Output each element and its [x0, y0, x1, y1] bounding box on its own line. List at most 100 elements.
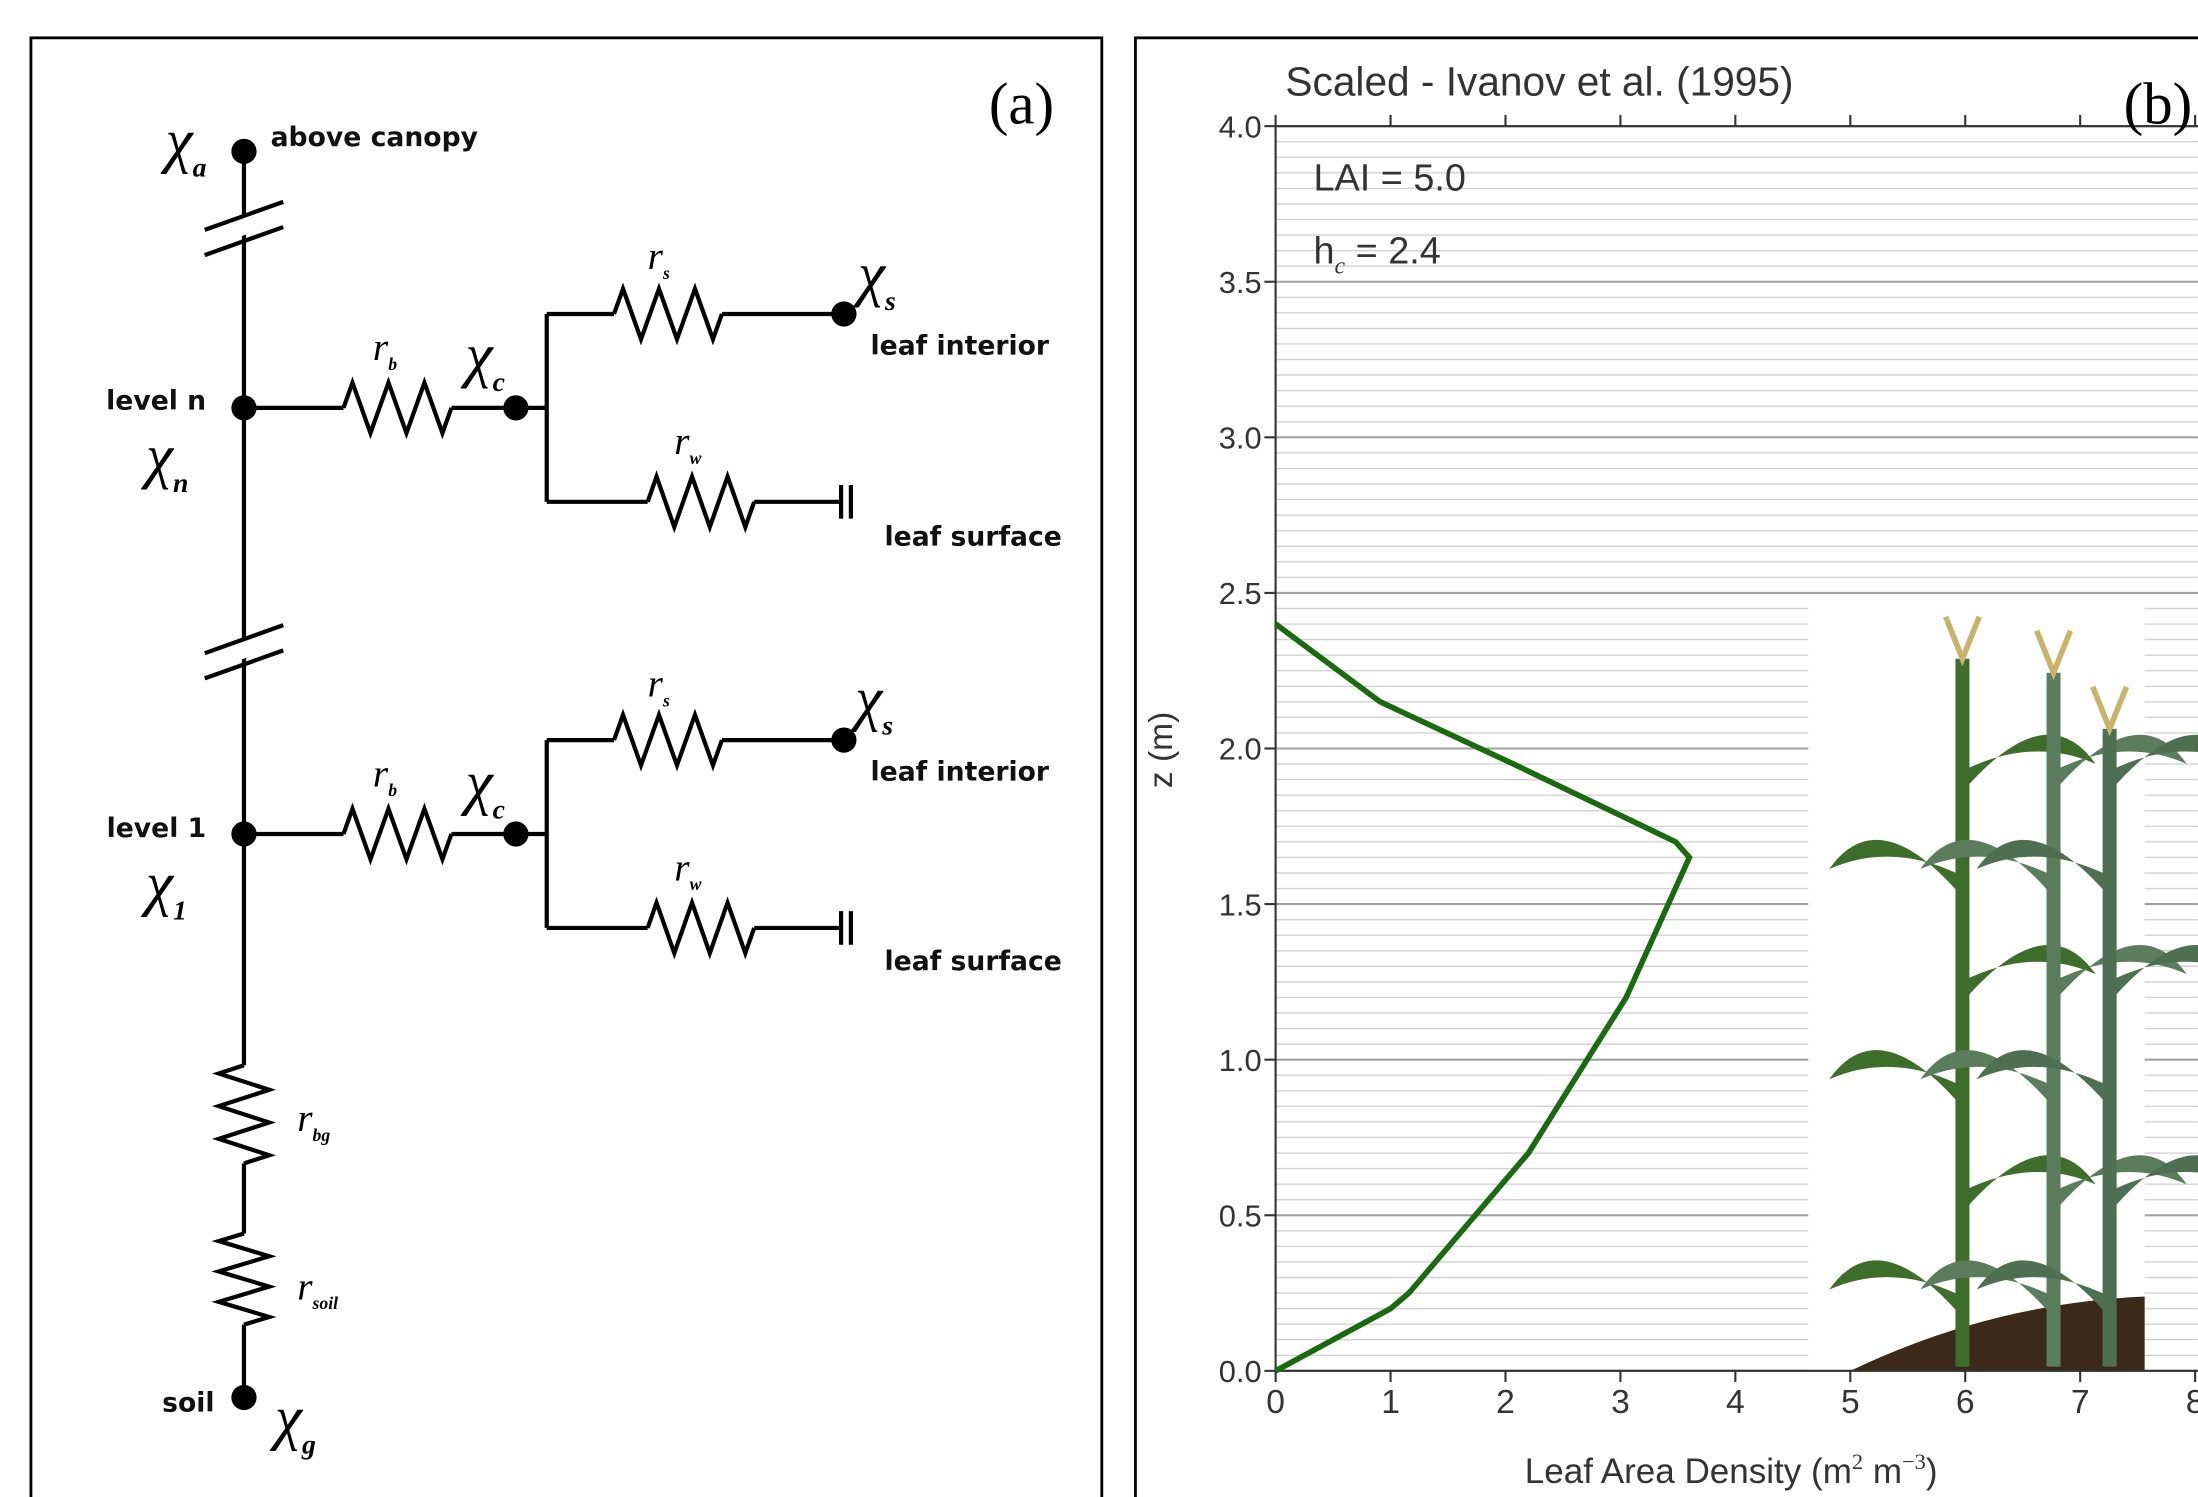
x-label-sup: −3	[1902, 1449, 1926, 1474]
resistor-label-sub: s	[662, 690, 670, 710]
node-label: level 1	[107, 813, 207, 844]
y-tick-label: 1.5	[1219, 887, 1262, 922]
plant-tassel	[2090, 685, 2130, 737]
plant-leaf	[1829, 1260, 1963, 1318]
symbol-sub: 1	[173, 896, 187, 927]
x-label-part: m	[1863, 1452, 1902, 1491]
plant-leaf	[1920, 1260, 2054, 1318]
resistor-label-base: r	[297, 1097, 313, 1140]
symbol: χc	[460, 749, 504, 825]
plant-leaf	[1829, 1050, 1963, 1108]
resistor-label-base: r	[373, 752, 389, 795]
symbol-base: χ	[160, 107, 194, 175]
x-tick-label: 0	[1266, 1384, 1285, 1421]
plant-leaf	[2053, 1155, 2187, 1213]
resistor-label-base: r	[648, 235, 664, 278]
panel-label: (b)	[2124, 71, 2193, 136]
wire	[612, 282, 724, 346]
symbol-sub: c	[493, 795, 505, 826]
symbol-sub: s	[881, 710, 893, 741]
symbol-base: χ	[141, 423, 175, 491]
wire	[204, 199, 284, 258]
resistor-label-base: r	[373, 326, 389, 369]
node	[231, 1384, 257, 1411]
terminal-label: leaf surface	[885, 521, 1062, 552]
symbol: χ1	[141, 850, 187, 926]
plant-ground	[1850, 1296, 2145, 1371]
x-label-part: )	[1926, 1452, 1938, 1491]
y-axis-label: z (m)	[1143, 712, 1180, 789]
node-label: above canopy	[271, 122, 478, 153]
wire	[243, 737, 854, 945]
y-tick-label: 4.0	[1219, 109, 1262, 144]
wire	[341, 802, 454, 866]
resistor-label-sub: bg	[313, 1125, 331, 1145]
resistor-label-base: r	[297, 1265, 313, 1308]
terminal-label: leaf interior	[871, 331, 1050, 362]
node	[503, 395, 529, 421]
resistor-label-base: r	[674, 420, 690, 463]
symbol-sub: n	[173, 468, 188, 499]
resistor-label-base: r	[674, 846, 690, 889]
symbol: χn	[141, 423, 189, 499]
plant-leaf	[1976, 1260, 2110, 1318]
symbol-sub: c	[493, 367, 505, 398]
plant-leaf	[2053, 734, 2187, 792]
x-tick-label: 2	[1496, 1384, 1515, 1421]
resistor-label-sub: w	[690, 874, 702, 894]
plant-leaf	[1962, 734, 2096, 792]
node-label: soil	[162, 1387, 214, 1418]
symbol-base: χ	[270, 1384, 304, 1452]
wire	[243, 311, 854, 519]
node	[231, 395, 257, 421]
plant-leaf	[1976, 839, 2110, 898]
node	[831, 301, 857, 327]
plant-leaf	[1962, 1155, 2096, 1213]
resistor-label: rb	[373, 752, 397, 800]
wire	[204, 623, 284, 681]
chart-title: Scaled - Ivanov et al. (1995)	[1285, 58, 1793, 104]
annotation: hc = 2.4	[1313, 231, 1440, 280]
resistor-label: rsoil	[297, 1265, 338, 1313]
plant-leaf	[2109, 944, 2198, 1003]
break	[192, 626, 288, 676]
node-label: level n	[106, 385, 206, 416]
symbol: χa	[160, 107, 206, 183]
node	[231, 821, 257, 847]
wire	[341, 376, 454, 440]
symbol-sub: a	[193, 153, 207, 184]
wire	[645, 896, 757, 960]
plant-leaf	[1829, 839, 1963, 898]
wire	[211, 1063, 277, 1166]
node	[503, 821, 529, 847]
resistor-label-sub: s	[662, 263, 670, 283]
x-axis-label: Leaf Area Density (m2 m−3)	[1525, 1449, 1938, 1491]
terminal-label: leaf interior	[871, 757, 1050, 788]
symbol-base: χ	[853, 240, 887, 308]
y-tick-label: 2.5	[1219, 576, 1262, 611]
resistor-label-sub: w	[690, 448, 702, 468]
resistor-label: rbg	[297, 1097, 330, 1145]
wire	[612, 708, 724, 772]
y-tick-label: 0.5	[1219, 1198, 1262, 1233]
plant-leaf	[1920, 1050, 2054, 1108]
y-tick-label: 1.0	[1219, 1043, 1262, 1078]
x-tick-label: 8	[2186, 1384, 2198, 1421]
x-label-sup: 2	[1852, 1449, 1863, 1474]
symbol-sub: g	[301, 1430, 316, 1461]
annotation: LAI = 5.0	[1313, 158, 1465, 200]
annotation-sub: c	[1335, 253, 1346, 279]
resistor-label: rb	[373, 326, 397, 374]
symbol-base: χ	[460, 322, 494, 390]
terminal-label: leaf surface	[885, 946, 1062, 977]
x-tick-label: 5	[1841, 1384, 1860, 1421]
symbol: χc	[460, 322, 504, 398]
symbol: χs	[853, 240, 896, 316]
x-tick-label: 7	[2071, 1384, 2090, 1421]
resistor-label: rs	[648, 235, 670, 283]
y-tick-label: 2.0	[1219, 732, 1262, 767]
y-tick-label: 0.0	[1219, 1354, 1262, 1389]
chart: 0.0 0.5 1.0 1.5 2.0 2.5 3.0 3.5 4.0 0 1 2 3 4 5 6 7 8 Scal…	[1143, 58, 2198, 1491]
x-label-part: Leaf Area Density (m	[1525, 1452, 1852, 1491]
wire	[645, 470, 757, 534]
